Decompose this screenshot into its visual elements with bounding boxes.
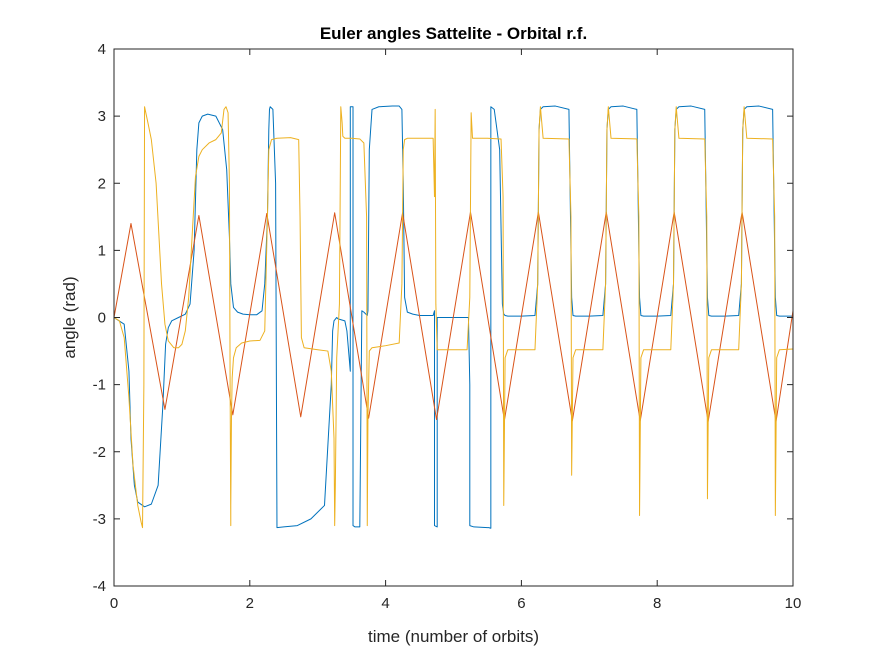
- y-axis-label: angle (rad): [60, 276, 79, 358]
- y-tick-label: 4: [98, 41, 106, 58]
- x-axis-ticks: 0 2 4 6 8 10: [110, 49, 802, 612]
- y-tick-label: -1: [93, 377, 106, 394]
- x-tick-label: 8: [653, 595, 661, 612]
- y-tick-label: -3: [93, 511, 106, 528]
- y-tick-label: -2: [93, 444, 106, 461]
- series-line-yellow: [114, 106, 793, 529]
- y-axis-ticks: -4 -3 -2 -1 0 1 2 3 4: [93, 41, 793, 595]
- x-tick-label: 6: [517, 595, 525, 612]
- y-tick-label: 0: [98, 310, 106, 327]
- y-tick-label: -4: [93, 578, 106, 595]
- x-axis-label: time (number of orbits): [368, 627, 539, 646]
- chart-title: Euler angles Sattelite - Orbital r.f.: [320, 24, 587, 43]
- y-tick-label: 1: [98, 242, 106, 259]
- x-tick-label: 4: [381, 595, 389, 612]
- x-tick-label: 2: [246, 595, 254, 612]
- series-line-red: [114, 211, 793, 423]
- y-tick-label: 2: [98, 175, 106, 192]
- x-tick-label: 0: [110, 595, 118, 612]
- x-tick-label: 10: [785, 595, 802, 612]
- series-layer: [114, 105, 793, 529]
- y-tick-label: 3: [98, 108, 106, 125]
- series-line-blue: [114, 105, 793, 529]
